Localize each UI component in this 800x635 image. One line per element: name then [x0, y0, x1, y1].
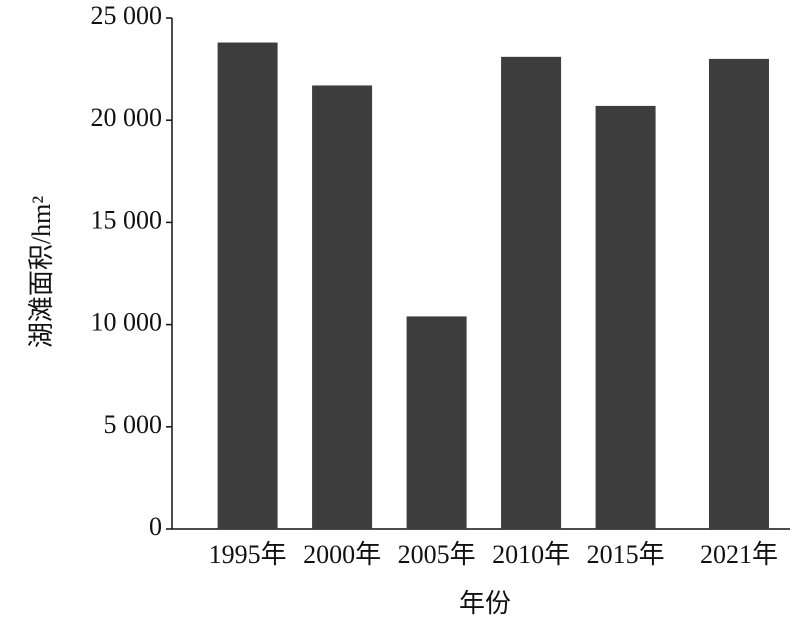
bar [708, 58, 769, 529]
bar [312, 85, 373, 530]
y-tick-label: 10 000 [91, 308, 163, 337]
x-tick-label: 1995年 [209, 540, 287, 569]
x-tick-label: 2000年 [303, 540, 381, 569]
bar [501, 56, 562, 529]
x-tick-label: 2015年 [587, 540, 665, 569]
y-axis-title: 湖滩面积/hm² [27, 196, 56, 348]
x-tick-label: 2010年 [492, 540, 570, 569]
y-tick-label: 25 000 [91, 1, 163, 30]
bar [406, 316, 467, 529]
y-tick-label: 5 000 [104, 410, 163, 439]
y-tick-label: 15 000 [91, 205, 163, 234]
x-tick-label: 2005年 [398, 540, 476, 569]
bar [217, 42, 278, 529]
y-tick-label: 20 000 [91, 103, 163, 132]
bar [595, 105, 656, 529]
x-axis-title: 年份 [459, 589, 511, 618]
y-tick-label: 0 [149, 512, 162, 541]
x-tick-label: 2021年 [700, 540, 778, 569]
